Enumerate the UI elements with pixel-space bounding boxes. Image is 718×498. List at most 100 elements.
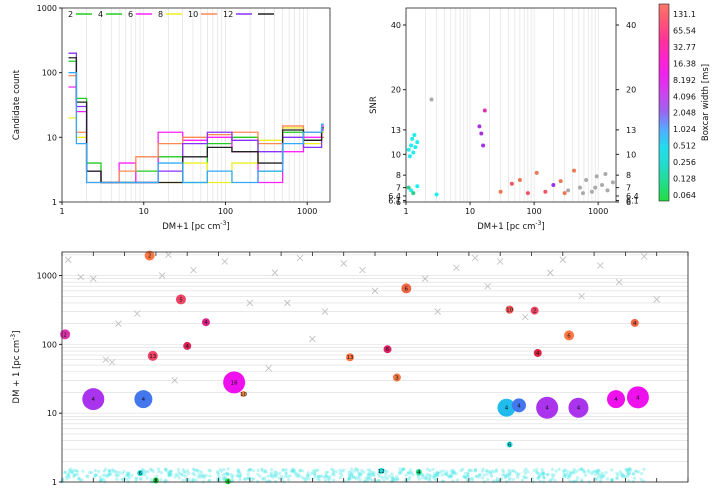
noise-marker bbox=[522, 469, 527, 473]
noise-marker bbox=[246, 469, 250, 473]
noise-marker bbox=[223, 472, 227, 476]
noise-marker bbox=[266, 474, 270, 478]
noise-marker bbox=[96, 469, 101, 474]
noise-marker bbox=[192, 468, 197, 472]
noise-marker bbox=[598, 473, 602, 477]
noise-marker bbox=[411, 472, 415, 477]
noise-marker bbox=[331, 472, 335, 476]
noise-marker bbox=[229, 473, 233, 477]
y-tick-label: 10 bbox=[391, 150, 401, 159]
noise-marker bbox=[550, 467, 555, 472]
noise-marker bbox=[115, 474, 119, 478]
y-tick-label-right: 7 bbox=[626, 184, 631, 193]
noise-marker bbox=[313, 472, 317, 476]
y-tick-label: 13 bbox=[391, 126, 401, 135]
noise-marker bbox=[631, 472, 636, 476]
noise-marker bbox=[269, 473, 273, 477]
candidate-label: 4 bbox=[636, 395, 640, 401]
noise-marker bbox=[327, 479, 331, 484]
noise-marker bbox=[542, 476, 546, 480]
noise-marker bbox=[300, 475, 304, 479]
noise-marker bbox=[163, 468, 167, 472]
noise-marker bbox=[355, 467, 359, 471]
noise-marker bbox=[620, 473, 625, 478]
noise-marker bbox=[65, 474, 69, 479]
noise-marker bbox=[625, 468, 629, 472]
noise-marker bbox=[225, 471, 229, 475]
noise-marker bbox=[540, 471, 544, 475]
noise-marker bbox=[151, 469, 155, 473]
noise-marker bbox=[408, 471, 412, 475]
noise-marker bbox=[494, 478, 498, 483]
noise-marker bbox=[313, 469, 317, 473]
noise-marker bbox=[569, 471, 573, 475]
candidate-label: 13 bbox=[346, 355, 353, 361]
noise-marker bbox=[541, 474, 545, 478]
noise-marker bbox=[280, 475, 284, 479]
noise-marker bbox=[201, 474, 206, 478]
scatter-point bbox=[409, 188, 414, 193]
y-tick-label: 6.4 bbox=[388, 192, 401, 201]
noise-marker bbox=[218, 468, 222, 472]
noise-marker bbox=[103, 473, 108, 477]
scatter-point bbox=[534, 170, 539, 175]
noise-marker bbox=[246, 476, 250, 481]
noise-marker bbox=[292, 469, 296, 473]
noise-marker bbox=[115, 470, 119, 474]
noise-marker bbox=[247, 468, 251, 472]
noise-marker bbox=[515, 471, 519, 475]
noise-marker bbox=[378, 474, 382, 478]
gray-marker bbox=[284, 299, 291, 307]
noise-marker bbox=[63, 470, 68, 475]
noise-marker bbox=[428, 474, 432, 479]
noise-marker bbox=[462, 475, 466, 479]
candidate-marker bbox=[568, 397, 589, 418]
noise-marker bbox=[600, 474, 604, 478]
noise-marker bbox=[481, 467, 485, 471]
scatter-point bbox=[603, 172, 608, 177]
noise-marker bbox=[182, 469, 186, 474]
noise-marker bbox=[366, 473, 370, 477]
noise-marker bbox=[627, 467, 631, 471]
noise-marker bbox=[65, 477, 69, 481]
noise-marker bbox=[466, 474, 470, 478]
noise-marker bbox=[407, 470, 411, 474]
noise-marker bbox=[286, 474, 290, 478]
noise-marker bbox=[304, 476, 308, 481]
noise-marker bbox=[485, 469, 489, 473]
noise-marker bbox=[71, 471, 75, 475]
noise-marker bbox=[331, 468, 335, 472]
noise-marker bbox=[78, 478, 82, 483]
noise-marker bbox=[342, 468, 346, 472]
noise-marker bbox=[217, 472, 221, 477]
y-tick-label: 40 bbox=[391, 21, 401, 30]
noise-marker bbox=[464, 475, 468, 479]
noise-marker bbox=[455, 478, 460, 482]
noise-marker bbox=[191, 471, 195, 475]
noise-marker bbox=[252, 477, 256, 481]
noise-marker bbox=[473, 467, 478, 472]
noise-marker bbox=[107, 468, 111, 473]
noise-marker bbox=[294, 472, 298, 476]
noise-marker bbox=[288, 474, 292, 478]
noise-marker bbox=[167, 472, 171, 476]
noise-marker bbox=[501, 468, 505, 472]
noise-marker bbox=[159, 471, 163, 475]
x-tick-label: 100 bbox=[218, 207, 233, 216]
noise-marker bbox=[177, 470, 181, 474]
noise-marker bbox=[347, 473, 351, 477]
noise-marker bbox=[168, 472, 172, 476]
y-tick-label-right: 20 bbox=[626, 86, 636, 95]
candidate-marker bbox=[345, 353, 354, 362]
noise-marker bbox=[295, 472, 299, 476]
noise-marker bbox=[351, 476, 355, 480]
noise-marker bbox=[622, 475, 626, 479]
noise-marker bbox=[221, 476, 226, 481]
noise-marker bbox=[431, 474, 435, 479]
noise-marker bbox=[94, 473, 98, 477]
noise-marker bbox=[501, 473, 505, 477]
noise-marker bbox=[382, 478, 386, 482]
noise-marker bbox=[313, 474, 318, 479]
candidate-marker bbox=[175, 294, 186, 305]
scatter-point bbox=[410, 136, 415, 141]
